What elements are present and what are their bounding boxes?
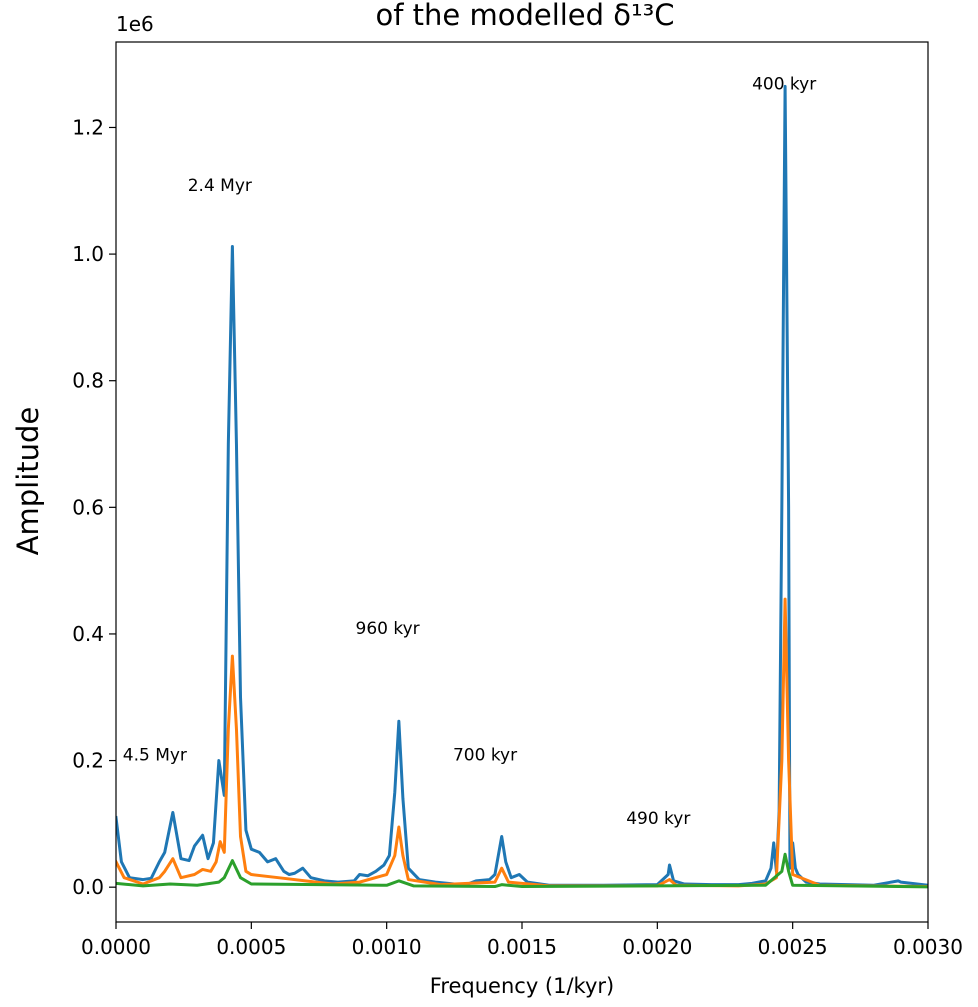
x-tick-label: 0.0005: [216, 935, 286, 959]
x-tick-label: 0.0010: [352, 935, 422, 959]
annotation-4: 700 kyr: [453, 746, 517, 766]
chart-title: of the modelled δ¹³C: [375, 0, 674, 32]
annotation-3: 960 kyr: [356, 619, 420, 639]
y-tick-label: 0.8: [72, 369, 104, 393]
series-group: [116, 84, 928, 889]
x-tick-label: 0.0000: [81, 935, 151, 959]
y-tick-label: 1.2: [72, 115, 104, 139]
plot-area: 4.5 Myr 2.4 Myr 960 kyr 700 kyr 490 kyr 400 k…: [72, 41, 963, 959]
y-tick-label: 0.2: [72, 749, 104, 773]
x-tick-label: 0.0020: [622, 935, 692, 959]
x-tick-label: 0.0025: [758, 935, 828, 959]
series-line-2: [116, 597, 928, 889]
annotation-2: 2.4 Myr: [188, 176, 252, 196]
series-line-3: [116, 852, 928, 889]
y-tick-label: 1.0: [72, 242, 104, 266]
annotation-1: 4.5 Myr: [123, 746, 187, 766]
y-tick-label: 0.0: [72, 875, 104, 899]
annotation-6: 400 kyr: [752, 74, 816, 94]
y-tick-label: 0.6: [72, 495, 104, 519]
annotation-5: 490 kyr: [626, 809, 690, 829]
y-tick-label: 0.4: [72, 622, 104, 646]
x-axis-label: Frequency (1/kyr): [430, 974, 614, 998]
y-offset-label: 1e6: [116, 12, 154, 36]
y-axis-label: Amplitude: [11, 407, 45, 556]
x-tick-label: 0.0030: [893, 935, 963, 959]
x-tick-label: 0.0015: [487, 935, 557, 959]
